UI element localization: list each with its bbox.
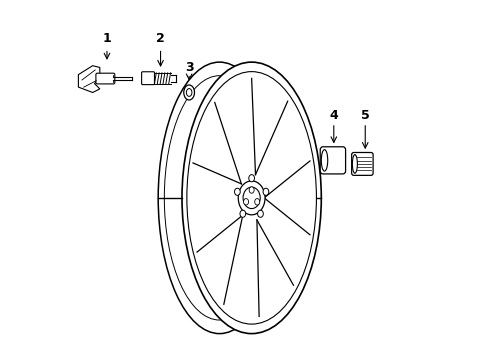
Text: 1: 1 (102, 32, 111, 45)
FancyBboxPatch shape (142, 72, 154, 85)
Ellipse shape (234, 188, 240, 195)
Ellipse shape (321, 150, 327, 171)
Ellipse shape (183, 85, 194, 100)
FancyBboxPatch shape (96, 73, 115, 84)
Text: 3: 3 (184, 61, 193, 74)
Polygon shape (78, 66, 100, 93)
Ellipse shape (186, 72, 316, 324)
FancyBboxPatch shape (320, 147, 345, 174)
Ellipse shape (257, 210, 263, 217)
Ellipse shape (254, 199, 259, 205)
Ellipse shape (352, 155, 357, 173)
Ellipse shape (158, 62, 280, 334)
FancyBboxPatch shape (351, 153, 372, 175)
Ellipse shape (182, 62, 321, 334)
Ellipse shape (248, 175, 254, 182)
Ellipse shape (243, 187, 260, 208)
Ellipse shape (186, 89, 191, 96)
Ellipse shape (248, 187, 254, 193)
Ellipse shape (240, 210, 245, 217)
Ellipse shape (164, 76, 274, 320)
Ellipse shape (238, 181, 264, 215)
Text: 5: 5 (360, 109, 369, 122)
Text: 2: 2 (156, 32, 164, 45)
Ellipse shape (243, 199, 248, 205)
Text: 4: 4 (329, 109, 338, 122)
Ellipse shape (263, 188, 268, 195)
